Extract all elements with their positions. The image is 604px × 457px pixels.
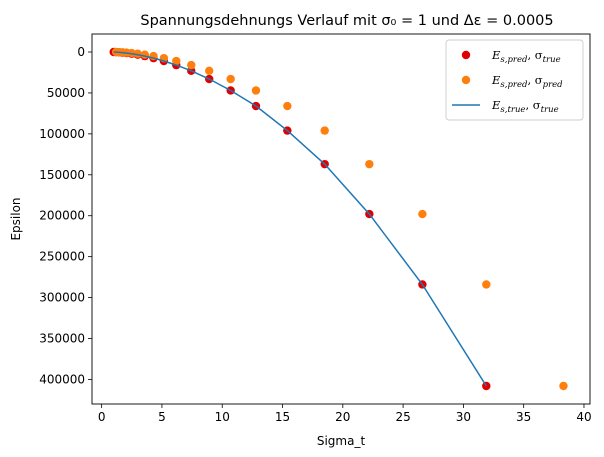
chart-title: Spannungsdehnungs Verlauf mit σ₀ = 1 und…	[140, 13, 553, 29]
y-tick-label: 100000	[39, 127, 85, 141]
x-tick-label: 30	[456, 410, 471, 424]
legend-frame	[445, 39, 584, 121]
y-axis: 0 50000 100000 150000 200000 250000 300000 3500…	[39, 45, 92, 386]
x-tick-label: 25	[395, 410, 410, 424]
data-point-series-1	[226, 74, 235, 84]
data-point-series-1	[365, 159, 374, 169]
y-tick-label: 300000	[39, 291, 85, 305]
series-layer	[109, 47, 568, 391]
x-tick-label: 0	[98, 410, 106, 424]
data-point-series-1	[418, 209, 427, 219]
data-point-series-1	[283, 101, 292, 111]
x-tick-label: 15	[275, 410, 290, 424]
legend-marker-1	[461, 75, 471, 85]
data-point-series-1	[172, 56, 181, 66]
plot-area: 0 5 10 15 20 25 30 35 40 0 50000 100000 150000 20000…	[39, 33, 592, 424]
legend-label-0: Es,pred, σtrue	[491, 48, 561, 65]
y-tick-label: 150000	[39, 168, 85, 182]
x-tick-label: 20	[335, 410, 350, 424]
x-tick-label: 35	[516, 410, 531, 424]
data-point-series-1	[320, 126, 329, 135]
y-tick-label: 0	[77, 45, 85, 59]
data-point-series-1	[251, 86, 261, 95]
data-point-series-1	[205, 66, 214, 76]
y-tick-label: 350000	[39, 332, 85, 346]
x-tick-label: 5	[158, 410, 166, 424]
data-point-series-1	[559, 381, 568, 391]
legend-marker-0	[461, 50, 471, 60]
series-line-2	[113, 51, 487, 387]
legend: Es,pred, σtrue Es,pred, σpred Es,true, σtr…	[445, 39, 584, 121]
y-tick-label: 200000	[39, 209, 85, 223]
data-point-series-1	[482, 280, 491, 289]
y-tick-label: 400000	[39, 372, 85, 386]
legend-label-2: Es,true, σtrue	[491, 98, 559, 115]
x-tick-label: 40	[576, 410, 591, 424]
y-tick-label: 250000	[39, 250, 85, 264]
data-point-series-1	[187, 60, 196, 70]
x-tick-label: 10	[215, 410, 230, 424]
y-axis-label: Epsilon	[9, 197, 23, 240]
data-point-series-0	[482, 381, 491, 391]
x-axis: 0 5 10 15 20 25 30 35 40	[98, 404, 592, 424]
data-point-series-1	[140, 50, 150, 59]
legend-label-1: Es,pred, σpred	[491, 73, 563, 90]
plot-frame	[91, 33, 591, 405]
x-axis-label: Sigma_t	[317, 434, 366, 448]
y-tick-label: 50000	[47, 86, 85, 100]
